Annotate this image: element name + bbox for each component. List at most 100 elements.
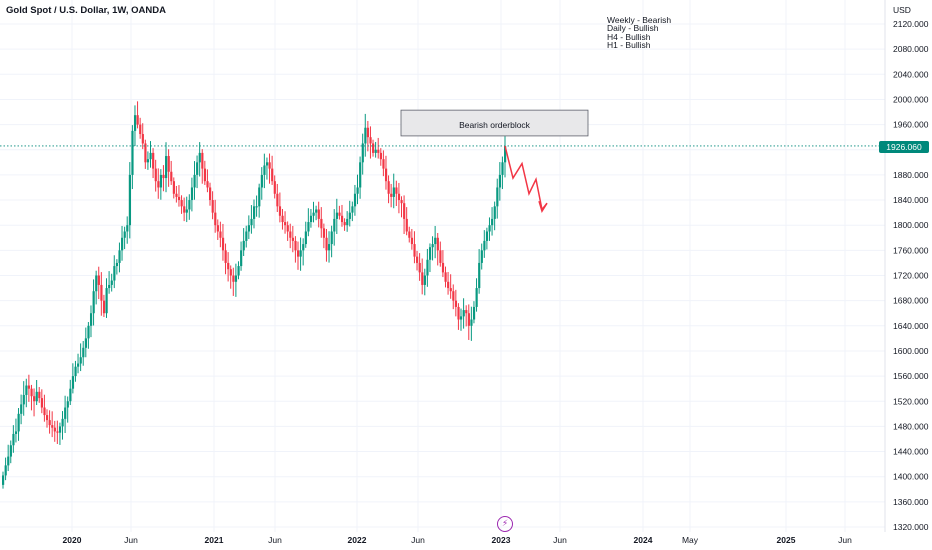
x-tick-label: 2025 <box>777 535 796 545</box>
candle-body <box>22 394 25 405</box>
candle-body <box>69 388 72 402</box>
x-tick-label: Jun <box>838 535 852 545</box>
currency-label[interactable]: USD <box>893 5 911 15</box>
candle-body <box>141 134 144 144</box>
candle-body <box>126 225 129 232</box>
candle-body <box>291 237 295 241</box>
x-tick-label: 2022 <box>348 535 367 545</box>
last-price-tag: 1926.060 <box>879 141 929 153</box>
candle-body <box>136 115 139 125</box>
candle-body <box>444 272 447 282</box>
candle-body <box>284 222 287 226</box>
candle-body <box>273 181 276 194</box>
candle-body <box>485 231 489 241</box>
candle-body <box>472 306 476 320</box>
bearish-orderblock-box[interactable] <box>400 109 589 137</box>
candle-body <box>221 237 225 251</box>
candle-body <box>128 174 131 226</box>
y-tick-label: 1480.000 <box>893 421 929 431</box>
candle-body <box>113 266 116 281</box>
candle-body <box>108 284 111 289</box>
candle-body <box>219 231 222 238</box>
candle-body <box>361 143 364 163</box>
candle-body <box>431 244 434 248</box>
candle-body <box>309 215 313 223</box>
x-tick-label: Jun <box>553 535 567 545</box>
x-tick-label: Jun <box>411 535 425 545</box>
candle-body <box>58 426 62 433</box>
candle-body <box>504 145 507 163</box>
candle-body <box>260 174 263 188</box>
candle-body <box>7 456 10 466</box>
y-tick-label: 1440.000 <box>893 447 929 457</box>
candle-body <box>312 212 315 216</box>
candle-body <box>232 275 235 282</box>
candle-body <box>105 288 108 314</box>
candle-body <box>400 200 403 204</box>
candle-body <box>470 319 473 326</box>
candle-body <box>152 152 155 169</box>
x-tick-label: 2024 <box>634 535 653 545</box>
candle-body <box>278 206 282 216</box>
lightning-icon[interactable]: ⚡ <box>497 516 513 532</box>
candle-body <box>457 306 460 320</box>
candle-body <box>118 250 121 263</box>
candle-body <box>452 291 455 301</box>
candle-body <box>330 231 333 245</box>
candle-body <box>27 385 31 389</box>
x-tick-label: May <box>682 535 699 545</box>
candle-body <box>203 168 207 182</box>
candle-body <box>348 212 351 219</box>
candle-body <box>66 401 69 408</box>
candle-body <box>434 237 437 245</box>
candle-body <box>159 174 163 188</box>
candle-body <box>390 193 393 197</box>
candle-body <box>185 209 188 213</box>
candle-body <box>167 156 170 172</box>
x-tick-label: 2021 <box>205 535 224 545</box>
candle-body <box>343 222 346 226</box>
candle-body <box>359 162 362 188</box>
candle-body <box>30 388 33 397</box>
candle-body <box>255 206 258 208</box>
candle-body <box>480 250 483 263</box>
candle-body <box>157 181 160 188</box>
candle-body <box>501 162 504 175</box>
candle-body <box>64 407 67 419</box>
y-tick-label: 1760.000 <box>893 245 929 255</box>
candle-body <box>418 262 421 273</box>
candle-body <box>48 420 51 426</box>
candle-body <box>43 407 46 416</box>
candle-body <box>421 272 424 285</box>
candle-body <box>426 259 429 276</box>
candle-body <box>154 168 157 182</box>
candle-body <box>183 206 186 213</box>
x-tick-label: 2020 <box>63 535 82 545</box>
candle-body <box>206 181 209 188</box>
candle-body <box>82 347 85 358</box>
candle-body <box>237 266 240 276</box>
candle-body <box>35 391 38 402</box>
y-tick-label: 1560.000 <box>893 371 929 381</box>
candle-body <box>201 152 204 169</box>
note-h4: H4 - Bullish <box>607 31 651 42</box>
candle-body <box>253 206 256 219</box>
candle-body <box>488 225 491 232</box>
candle-body <box>281 215 284 223</box>
candle-body <box>340 215 344 223</box>
candle-body <box>276 193 279 207</box>
candle-body <box>240 250 243 267</box>
candle-body <box>493 206 496 219</box>
candle-body <box>356 187 359 194</box>
candle-body <box>296 250 300 257</box>
candle-body <box>209 187 212 201</box>
candle-body <box>242 240 245 251</box>
candle-body <box>379 152 382 160</box>
y-tick-label: 2120.000 <box>893 19 929 29</box>
candle-body <box>193 174 196 188</box>
candle-body <box>322 228 326 238</box>
candle-body <box>139 124 142 135</box>
candle-body <box>17 413 20 432</box>
x-tick-label: Jun <box>268 535 282 545</box>
